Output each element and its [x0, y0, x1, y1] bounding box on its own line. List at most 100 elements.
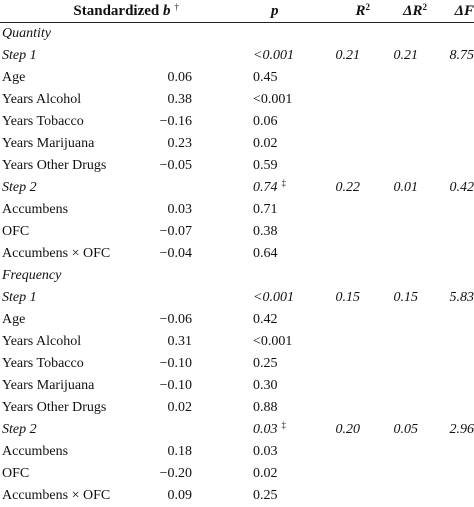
- step-row: Step 1 <0.001 0.15 0.15 5.83: [0, 287, 474, 309]
- cell-p: 0.25: [253, 485, 278, 507]
- row-label: Years Marijuana: [2, 375, 94, 397]
- table-row: Years Marijuana −0.10 0.30: [0, 375, 474, 397]
- header-p: p: [271, 0, 279, 22]
- cell-p: 0.02: [253, 133, 278, 155]
- cell-r2: 0.15: [336, 287, 361, 309]
- cell-p: 0.74: [253, 180, 278, 195]
- cell-standardized-b: 0.38: [168, 89, 193, 111]
- table-row: Age 0.06 0.45: [0, 67, 474, 89]
- cell-r2: 0.22: [336, 177, 361, 199]
- cell-standardized-b: −0.06: [160, 309, 192, 331]
- cell-p: 0.03: [253, 441, 278, 463]
- row-label: Age: [2, 67, 25, 89]
- header-b-var: b: [163, 3, 171, 19]
- cell-standardized-b: 0.06: [168, 67, 193, 89]
- cell-standardized-b: 0.09: [168, 485, 193, 507]
- cell-delta-f: 8.75: [450, 45, 474, 67]
- cell-r2: 0.21: [336, 45, 361, 67]
- cell-standardized-b: −0.05: [160, 155, 192, 177]
- row-label: Years Other Drugs: [2, 155, 106, 177]
- cell-delta-r2: 0.15: [394, 287, 419, 309]
- row-label: Years Tobacco: [2, 353, 84, 375]
- cell-p: 0.45: [253, 67, 278, 89]
- cell-delta-f: 2.96: [450, 419, 474, 441]
- row-label: Accumbens: [2, 199, 68, 221]
- cell-p-group: 0.03 ‡: [253, 419, 286, 441]
- header-standardized-b: Standardized b†: [73, 0, 179, 22]
- cell-standardized-b: 0.02: [168, 397, 193, 419]
- cell-delta-f: 5.83: [450, 287, 474, 309]
- row-label: OFC: [2, 221, 29, 243]
- cell-standardized-b: −0.10: [160, 353, 192, 375]
- table-row: Years Tobacco −0.10 0.25: [0, 353, 474, 375]
- cell-p: 0.38: [253, 221, 278, 243]
- row-label: Step 1: [2, 287, 37, 309]
- table-row: Years Other Drugs −0.05 0.59: [0, 155, 474, 177]
- row-label: Accumbens × OFC: [2, 485, 110, 507]
- row-label: Step 2: [2, 177, 37, 199]
- table-row: OFC −0.07 0.38: [0, 221, 474, 243]
- cell-standardized-b: −0.07: [160, 221, 192, 243]
- step-row: Step 1 <0.001 0.21 0.21 8.75: [0, 45, 474, 67]
- header-delta-f: ΔF: [455, 0, 474, 22]
- header-r2-exp: 2: [366, 2, 371, 12]
- row-label: Step 1: [2, 45, 37, 67]
- header-r2-label: R: [355, 3, 365, 19]
- cell-standardized-b: 0.18: [168, 441, 193, 463]
- row-label: OFC: [2, 463, 29, 485]
- row-label: Quantity: [2, 23, 51, 45]
- section-row: Quantity: [0, 23, 474, 45]
- cell-p: 0.25: [253, 353, 278, 375]
- cell-p: 0.88: [253, 397, 278, 419]
- row-label: Years Alcohol: [2, 331, 81, 353]
- cell-p: 0.71: [253, 199, 278, 221]
- cell-standardized-b: −0.04: [160, 243, 192, 265]
- cell-p-mark: ‡: [282, 420, 287, 430]
- cell-r2: 0.20: [336, 419, 361, 441]
- cell-p: 0.02: [253, 463, 278, 485]
- table-row: Age −0.06 0.42: [0, 309, 474, 331]
- table-row: Accumbens 0.18 0.03: [0, 441, 474, 463]
- row-label: Years Tobacco: [2, 111, 84, 133]
- cell-delta-r2: 0.21: [394, 45, 419, 67]
- cell-delta-r2: 0.05: [394, 419, 419, 441]
- header-dr2-label: ΔR: [403, 3, 422, 19]
- header-delta-r2: ΔR2: [403, 0, 427, 22]
- cell-p: 0.30: [253, 375, 278, 397]
- header-dr2-exp: 2: [423, 2, 428, 12]
- section-row: Frequency: [0, 265, 474, 287]
- row-label: Years Marijuana: [2, 133, 94, 155]
- cell-p: 0.06: [253, 111, 278, 133]
- cell-p-group: 0.74 ‡: [253, 177, 286, 199]
- row-label: Frequency: [2, 265, 61, 287]
- cell-p-mark: ‡: [282, 178, 287, 188]
- cell-delta-r2: 0.01: [394, 177, 419, 199]
- cell-p: 0.59: [253, 155, 278, 177]
- cell-standardized-b: 0.31: [168, 331, 193, 353]
- cell-p: 0.03: [253, 422, 278, 437]
- header-r2: R2: [355, 0, 370, 22]
- cell-p: 0.42: [253, 309, 278, 331]
- cell-p: <0.001: [253, 287, 294, 309]
- header-b-mark: †: [175, 2, 180, 12]
- cell-standardized-b: −0.20: [160, 463, 192, 485]
- row-label: Accumbens × OFC: [2, 243, 110, 265]
- table-row: Accumbens × OFC 0.09 0.25: [0, 485, 474, 507]
- table-row: OFC −0.20 0.02: [0, 463, 474, 485]
- cell-standardized-b: −0.10: [160, 375, 192, 397]
- cell-p: <0.001: [253, 45, 294, 67]
- cell-standardized-b: −0.16: [160, 111, 192, 133]
- row-label: Accumbens: [2, 441, 68, 463]
- row-label: Age: [2, 309, 25, 331]
- row-label: Years Alcohol: [2, 89, 81, 111]
- cell-standardized-b: 0.23: [168, 133, 193, 155]
- table-header-row: Standardized b† p R2 ΔR2 ΔF: [0, 0, 474, 22]
- table-row: Years Marijuana 0.23 0.02: [0, 133, 474, 155]
